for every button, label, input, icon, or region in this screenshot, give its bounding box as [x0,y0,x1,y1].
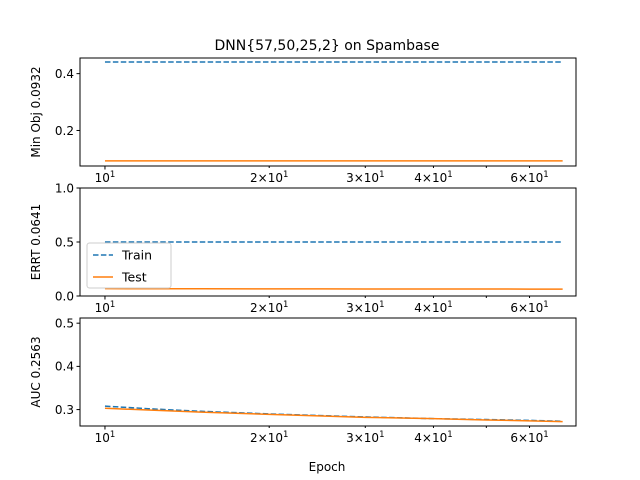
x-tick-label: 6×101 [510,170,548,185]
x-tick-label: 6×101 [510,430,548,445]
y-tick-label: 0.3 [55,403,74,417]
x-tick-label: 2×101 [250,300,288,315]
x-tick-label: 6×101 [510,300,548,315]
axes-frame [79,57,577,167]
subplot-1: 0.2 0.4 Min Obj 0.0932 101 2×101 3×101 4×101 6×… [29,57,577,185]
x-tick-label: 101 [95,170,116,185]
y-tick-label: 0.0 [55,289,74,303]
x-tick-label: 4×101 [414,170,452,185]
y-axis-label: ERRT 0.0641 [29,204,43,281]
x-tick-label: 4×101 [414,430,452,445]
x-tick-label: 3×101 [346,300,384,315]
y-tick-label: 0.4 [55,67,74,81]
series-test-line [104,407,563,423]
x-tick-label: 2×101 [250,430,288,445]
x-tick-label: 101 [95,430,116,445]
x-axis-label: Epoch [309,460,346,474]
axes-frame [79,317,577,427]
subplot-2: 0.0 0.5 1.0 ERRT 0.0641 101 2×101 3×101 4×101 6×… [29,181,577,315]
x-tick-label: 2×101 [250,170,288,185]
y-axis-label: AUC 0.2563 [29,336,43,407]
y-tick-label: 1.0 [55,181,74,195]
series-train-line [104,405,563,422]
y-tick-label: 0.5 [55,235,74,249]
subplot-3: 0.3 0.4 0.5 AUC 0.2563 101 2×101 3×101 4×101 6×1… [29,316,577,445]
x-tick-label: 101 [95,300,116,315]
legend-label-train: Train [121,248,152,263]
legend: Train Test [86,242,172,289]
y-tick-label: 0.5 [55,316,74,330]
y-axis-label: Min Obj 0.0932 [29,66,43,157]
x-tick-label: 4×101 [414,300,452,315]
chart-title: DNN{57,50,25,2} on Spambase [215,38,440,54]
x-tick-label: 3×101 [346,170,384,185]
legend-label-test: Test [121,270,147,285]
y-tick-label: 0.2 [55,124,74,138]
x-tick-label: 3×101 [346,430,384,445]
y-tick-label: 0.4 [55,360,74,374]
